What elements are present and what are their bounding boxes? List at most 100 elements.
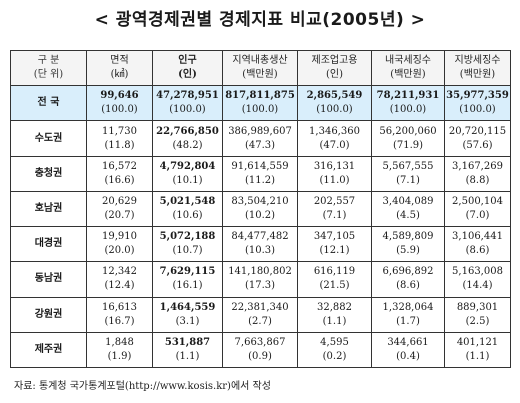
cell-manufacturing-value: 4,595 <box>320 336 349 348</box>
table-row: 동남권 12,342 (12.4) 7,629,115 (16.1) 141,180,80… <box>10 261 511 298</box>
header-grdp-unit: (백만원) <box>242 69 278 81</box>
header-grdp-label: 지역내총생산 <box>232 55 288 67</box>
header-region-unit: (단 위) <box>33 69 64 81</box>
cell-area: 11,730 (11.8) <box>86 120 153 157</box>
cell-grdp-value: 84,477,482 <box>231 231 289 243</box>
cell-area-value: 16,613 <box>102 301 137 313</box>
cell-population-value: 47,278,951 <box>156 90 219 102</box>
header-manufacturing: 제조업고용 (인) <box>297 49 372 87</box>
cell-population: 4,792,804 (10.1) <box>152 155 223 192</box>
cell-grdp-share: (11.2) <box>244 174 276 186</box>
cell-local-tax-value: 3,106,441 <box>452 231 503 243</box>
cell-local-tax: 20,720,115 (57.6) <box>444 120 511 157</box>
cell-manufacturing-value: 32,882 <box>317 301 352 313</box>
header-national-tax-label: 내국세징수 <box>385 55 431 67</box>
cell-national-tax-share: (0.4) <box>396 350 420 362</box>
cell-population-value: 4,792,804 <box>159 160 216 172</box>
cell-local-tax-share: (1.1) <box>465 350 490 362</box>
cell-area: 1,848 (1.9) <box>86 331 153 369</box>
cell-area: 16,613 (16.7) <box>86 296 153 333</box>
cell-grdp-value: 91,614,559 <box>231 160 289 172</box>
cell-national-tax-share: (4.5) <box>396 209 420 221</box>
cell-national-tax-share: (8.6) <box>396 280 420 292</box>
cell-national-tax-value: 6,696,892 <box>382 266 434 278</box>
cell-national-tax-value: 56,200,060 <box>379 125 437 137</box>
cell-manufacturing-value: 2,865,549 <box>306 90 363 102</box>
cell-manufacturing: 32,882 (1.1) <box>297 296 372 333</box>
cell-national-tax-value: 5,567,555 <box>382 160 434 172</box>
cell-local-tax-value: 35,977,359 <box>446 90 509 102</box>
cell-grdp-value: 817,811,875 <box>225 90 295 102</box>
cell-manufacturing: 347,105 (12.1) <box>297 226 372 263</box>
cell-national-tax-share: (100.0) <box>389 104 427 116</box>
cell-national-tax: 344,661 (0.4) <box>371 331 445 369</box>
cell-national-tax-share: (71.9) <box>392 139 424 151</box>
cell-grdp-value: 7,663,867 <box>234 336 286 348</box>
cell-manufacturing-value: 1,346,360 <box>309 125 360 137</box>
header-manufacturing-label: 제조업고용 <box>311 55 358 67</box>
cell-manufacturing-share: (1.1) <box>322 315 347 327</box>
cell-grdp-share: (10.2) <box>244 209 276 221</box>
cell-manufacturing-share: (7.1) <box>322 209 347 221</box>
header-local-tax-label: 지방세징수 <box>454 55 501 67</box>
header-local-tax-unit: (백만원) <box>459 69 496 81</box>
cell-grdp: 83,504,210 (10.2) <box>222 190 298 228</box>
header-manufacturing-unit: (인) <box>325 69 343 81</box>
cell-area-share: (11.8) <box>104 139 135 151</box>
cell-grdp-share: (17.3) <box>244 280 276 292</box>
row-region-label: 전 국 <box>10 85 87 122</box>
cell-national-tax: 1,328,064 (1.7) <box>371 296 445 333</box>
cell-manufacturing: 1,346,360 (47.0) <box>297 120 372 157</box>
header-national-tax-unit: (백만원) <box>390 69 426 81</box>
cell-population: 7,629,115 (16.1) <box>152 261 223 298</box>
cell-national-tax: 78,211,931 (100.0) <box>371 85 445 122</box>
cell-population-share: (10.7) <box>172 245 203 257</box>
header-national-tax: 내국세징수 (백만원) <box>371 49 445 87</box>
cell-grdp-share: (47.3) <box>244 139 276 151</box>
cell-manufacturing: 202,557 (7.1) <box>297 190 372 228</box>
cell-local-tax-value: 889,301 <box>456 301 499 313</box>
cell-local-tax-value: 3,167,269 <box>452 160 503 172</box>
cell-grdp-share: (10.3) <box>244 245 276 257</box>
cell-population-value: 5,072,188 <box>159 231 216 243</box>
cell-area-share: (100.0) <box>101 104 138 116</box>
cell-manufacturing-value: 202,557 <box>313 195 356 207</box>
table-row: 제주권 1,848 (1.9) 531,887 (1.1) 7,663,867 (0.9) 4… <box>10 331 511 369</box>
cell-national-tax: 6,696,892 (8.6) <box>371 261 445 298</box>
cell-area: 12,342 (12.4) <box>86 261 153 298</box>
cell-grdp: 91,614,559 (11.2) <box>222 155 298 192</box>
cell-manufacturing-value: 316,131 <box>313 160 356 172</box>
cell-area-value: 12,342 <box>102 266 137 278</box>
cell-manufacturing-value: 616,119 <box>313 266 356 278</box>
cell-area-share: (1.9) <box>107 350 132 362</box>
cell-population-share: (10.6) <box>172 209 203 221</box>
header-area-label: 면적 <box>110 55 129 67</box>
cell-grdp-share: (2.7) <box>248 315 272 327</box>
cell-manufacturing-share: (12.1) <box>319 245 350 257</box>
cell-grdp: 84,477,482 (10.3) <box>222 226 298 263</box>
cell-area: 19,910 (20.0) <box>86 226 153 263</box>
cell-local-tax-share: (8.6) <box>465 245 490 257</box>
cell-population-value: 5,021,548 <box>159 195 216 207</box>
source-note: 자료: 통계청 국가통계포털(http://www.kosis.kr)에서 작성 <box>14 381 271 392</box>
cell-population-value: 22,766,850 <box>156 125 219 137</box>
cell-local-tax-share: (8.8) <box>465 174 490 186</box>
cell-area-share: (20.7) <box>104 209 135 221</box>
cell-national-tax: 56,200,060 (71.9) <box>371 120 445 157</box>
cell-population-share: (1.1) <box>175 350 200 362</box>
cell-grdp-value: 22,381,340 <box>231 301 289 313</box>
cell-area-value: 16,572 <box>102 160 137 172</box>
cell-grdp: 22,381,340 (2.7) <box>222 296 298 333</box>
header-region-label: 구 분 <box>37 55 60 67</box>
cell-area-value: 1,848 <box>105 336 134 348</box>
cell-national-tax-value: 4,589,809 <box>382 231 434 243</box>
cell-population-value: 531,887 <box>164 336 211 348</box>
cell-area-share: (20.0) <box>104 245 135 257</box>
table-row: 수도권 11,730 (11.8) 22,766,850 (48.2) 386,989,6… <box>10 120 511 157</box>
table-row: 대경권 19,910 (20.0) 5,072,188 (10.7) 84,477,482… <box>10 226 511 263</box>
cell-population: 531,887 (1.1) <box>152 331 223 369</box>
cell-manufacturing: 316,131 (11.0) <box>297 155 372 192</box>
cell-national-tax-share: (7.1) <box>396 174 420 186</box>
economic-indicators-table: 구 분 (단 위) 면적 (㎢) 인구 (인) 지역내총생산 (백만원) 제조업… <box>10 49 511 369</box>
cell-manufacturing-share: (47.0) <box>319 139 350 151</box>
